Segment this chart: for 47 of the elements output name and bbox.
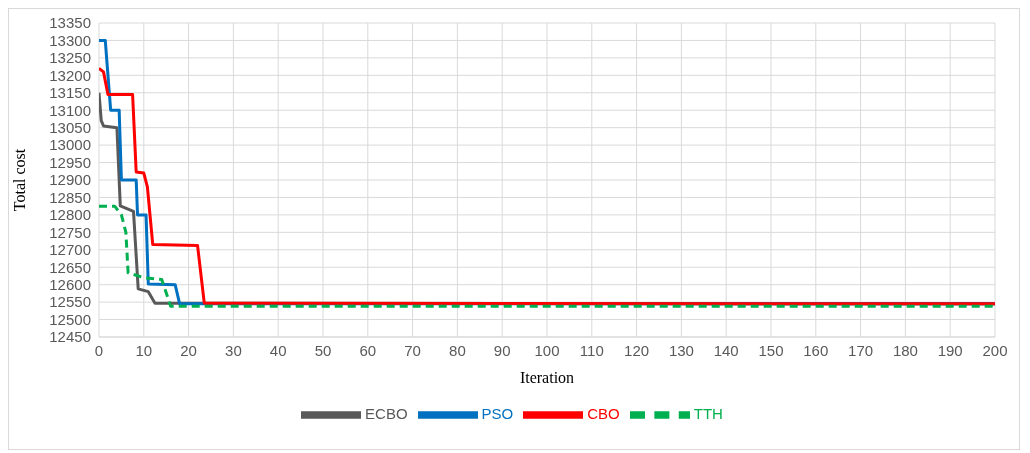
x-tick-label: 150 [758,341,784,359]
x-tick-label: 90 [493,341,511,359]
y-tick-label: 13000 [49,136,91,154]
y-tick-label: 13150 [49,84,91,102]
y-tick-label: 12850 [49,188,91,206]
y-tick-label: 13050 [49,118,91,136]
y-tick-label: 12500 [49,310,91,328]
y-axis-title: Total cost [10,148,28,212]
y-tick-label: 13300 [49,31,91,49]
y-tick-label: 12750 [49,223,91,241]
x-tick-label: 10 [135,341,153,359]
x-tick-label: 120 [624,341,650,359]
x-tick-label: 40 [269,341,287,359]
y-tick-label: 12650 [49,258,91,276]
y-tick-label: 13100 [49,101,91,119]
x-tick-label: 200 [982,341,1008,359]
x-tick-label: 130 [668,341,694,359]
x-tick-label: 190 [937,341,963,359]
x-tick-label: 170 [848,341,874,359]
y-tick-label: 13200 [49,66,91,84]
x-tick-label: 80 [449,341,466,359]
x-tick-label: 140 [713,341,739,359]
line-series [99,204,995,308]
y-tick-label: 12700 [49,241,91,259]
x-tick-label: 70 [404,341,421,359]
legend-label: CBO [587,404,620,422]
y-tick-label: 12550 [49,293,91,311]
y-tick-label: 13250 [49,49,91,67]
y-tick-label: 12900 [49,171,91,189]
y-tick-label: 12800 [49,206,91,224]
y-tick-label: 12450 [49,328,91,346]
y-tick-label: 12950 [49,153,91,171]
x-tick-label: 60 [359,341,377,359]
y-tick-label: 12600 [49,275,91,293]
x-tick-label: 100 [534,341,560,359]
x-tick-label: 30 [225,341,242,359]
legend-label: PSO [481,404,514,422]
x-tick-label: 20 [180,341,197,359]
x-tick-label: 110 [579,341,604,359]
legend-label: TTH [693,404,723,422]
x-axis-title: Iteration [519,369,575,386]
legend-label: ECBO [365,404,408,422]
y-tick-label: 13350 [49,14,91,32]
x-tick-label: 180 [892,341,918,359]
x-tick-label: 0 [94,341,104,359]
x-tick-label: 160 [803,341,829,359]
x-tick-label: 50 [314,341,332,359]
